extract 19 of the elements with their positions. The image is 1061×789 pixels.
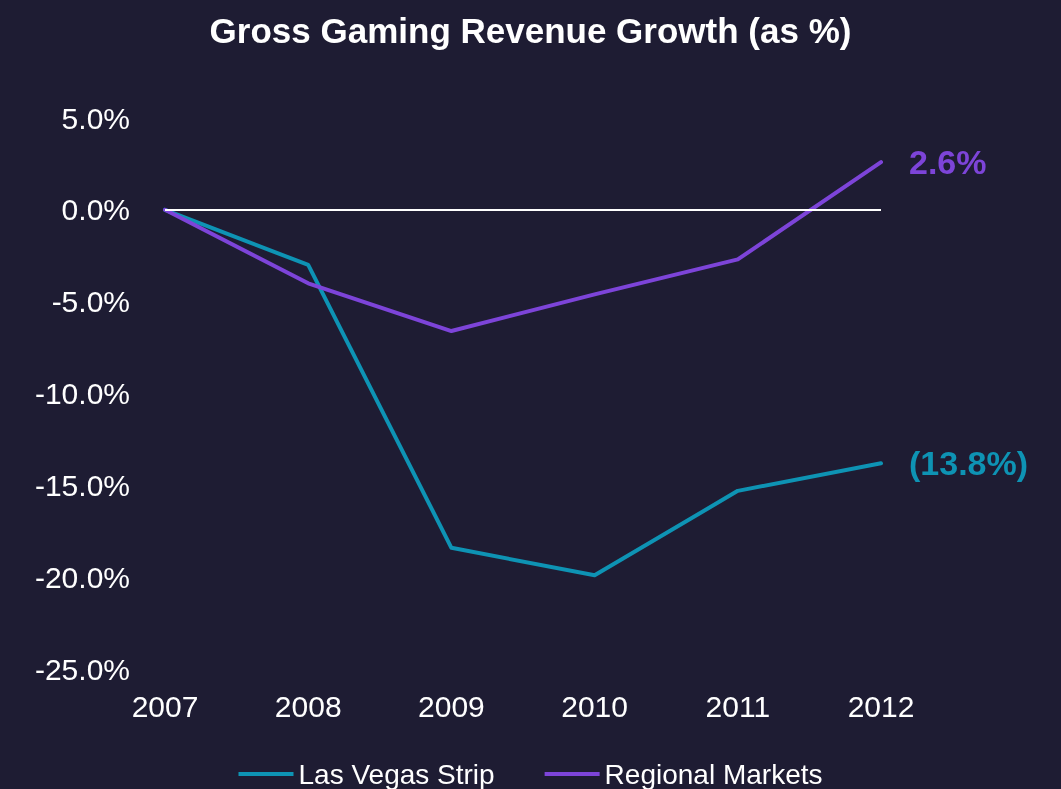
y-tick-label: -10.0% xyxy=(34,377,130,410)
x-tick-label: 2011 xyxy=(705,689,771,723)
x-tick-label: 2008 xyxy=(274,689,342,723)
chart-title: Gross Gaming Revenue Growth (as %) xyxy=(209,11,852,50)
y-tick-label: -5.0% xyxy=(51,285,130,319)
y-tick-label: -20.0% xyxy=(34,560,130,594)
legend-label: Regional Markets xyxy=(604,758,823,789)
data-label: (13.8%) xyxy=(909,444,1029,483)
x-tick-label: 2007 xyxy=(131,689,199,723)
y-tick-label: 5.0% xyxy=(61,101,130,135)
legend-label: Las Vegas Strip xyxy=(298,758,495,789)
line-series xyxy=(163,160,883,334)
data-label: 2.6% xyxy=(909,143,987,182)
x-tick-label: 2009 xyxy=(418,689,485,723)
y-tick-label: -15.0% xyxy=(34,468,130,502)
x-tick-label: 2012 xyxy=(847,689,915,723)
y-tick-label: -25.0% xyxy=(34,652,130,686)
y-tick-label: 0.0% xyxy=(61,193,130,227)
x-tick-label: 2010 xyxy=(561,689,628,723)
